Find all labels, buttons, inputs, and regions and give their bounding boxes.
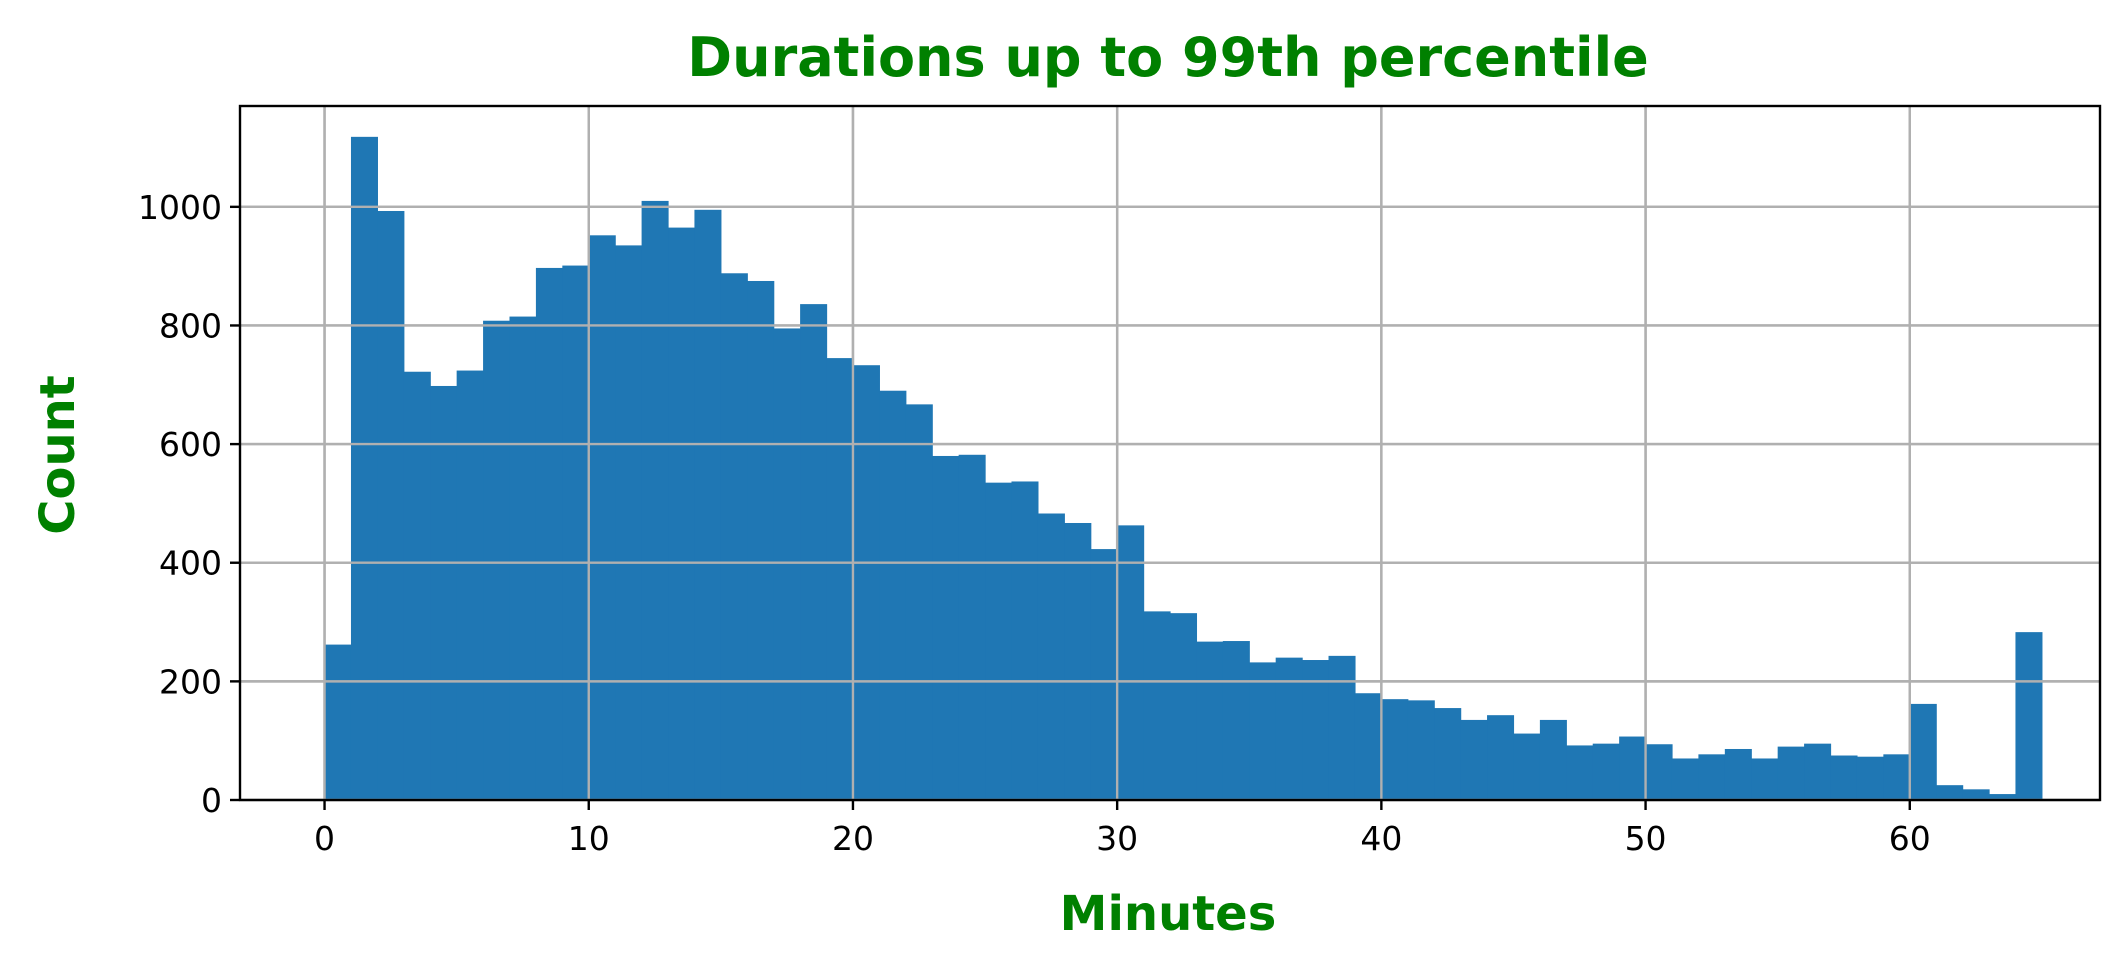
histogram-bar [1619, 736, 1647, 800]
histogram-bar [1249, 662, 1277, 800]
x-tick-label: 20 [832, 819, 874, 858]
histogram-bar [852, 365, 880, 800]
histogram-bar [1566, 745, 1594, 800]
histogram-bar [615, 245, 643, 800]
histogram-bar [773, 328, 801, 800]
histogram-bar [720, 273, 748, 800]
histogram-bar [1196, 641, 1224, 800]
histogram-bar [1011, 481, 1039, 800]
histogram-bar [1936, 785, 1964, 800]
x-tick-label: 0 [314, 819, 335, 858]
histogram-bar [905, 404, 933, 800]
histogram-bar [1381, 699, 1409, 800]
axes-frame [238, 104, 2102, 802]
histogram-bar [1117, 525, 1145, 800]
y-tick-label: 600 [159, 425, 222, 464]
histogram-bar [747, 280, 775, 800]
histogram-bar [879, 390, 907, 800]
x-tick-label: 40 [1360, 819, 1402, 858]
histogram-bar [1962, 789, 1990, 800]
y-tick-label: 200 [159, 662, 222, 701]
histogram-bar [1909, 703, 1937, 800]
histogram-bar [1222, 641, 1250, 800]
histogram-bar [1143, 611, 1171, 800]
histogram-bar [641, 200, 669, 800]
histogram-bar [1539, 719, 1567, 800]
histogram-bar [1698, 754, 1726, 800]
histogram-bar [1407, 700, 1435, 800]
histogram-bar [377, 210, 405, 800]
grid-overlay [240, 106, 2100, 802]
histogram-bar [1037, 513, 1065, 800]
y-tick-label: 800 [159, 306, 222, 345]
histogram-bar [958, 454, 986, 800]
histogram-bar [456, 370, 484, 800]
histogram-bar [1989, 794, 2017, 800]
chart-title: Durations up to 99th percentile [687, 26, 1648, 89]
histogram-bar [985, 482, 1013, 800]
histogram-bar [1671, 758, 1700, 800]
histogram-bar [694, 209, 722, 801]
histogram-bar [588, 235, 616, 801]
y-tick-label: 0 [201, 781, 222, 820]
plot-frame [238, 104, 2102, 802]
x-tick-label: 50 [1625, 819, 1667, 858]
histogram-bar [1830, 755, 1858, 800]
y-tick-label: 1000 [138, 188, 222, 227]
histogram-bar [403, 371, 431, 800]
histogram-bar [1645, 744, 1673, 800]
histogram-bar [1090, 549, 1118, 800]
histogram-bar [800, 304, 828, 800]
histogram-bar [1804, 743, 1832, 800]
x-axis-label: Minutes [1060, 886, 1277, 942]
histogram-bar [1302, 660, 1330, 800]
histogram-bar [1777, 746, 1805, 800]
histogram-bar [1513, 733, 1541, 800]
histogram-bar [1275, 657, 1303, 800]
x-tick-label: 60 [1889, 819, 1931, 858]
histogram-bar [562, 265, 590, 800]
x-tick-label: 10 [568, 819, 610, 858]
x-tick-label: 30 [1096, 819, 1138, 858]
histogram-bar [324, 644, 352, 800]
y-tick-label: 400 [159, 544, 222, 583]
y-axis-label: Count [30, 375, 86, 535]
histogram-bar [826, 358, 854, 800]
histogram-bar [932, 455, 960, 800]
histogram-bar [1328, 655, 1356, 800]
histogram-bar [535, 267, 563, 800]
histogram-bar [430, 385, 458, 800]
histogram-bar [509, 316, 537, 800]
histogram-bar [1460, 719, 1488, 800]
histogram-bar [668, 227, 696, 801]
histogram-bar [1724, 748, 1752, 800]
histogram-bar [1883, 754, 1911, 800]
histogram-bar [1487, 715, 1515, 800]
histogram-bar [483, 320, 511, 800]
histogram-bar [1434, 708, 1462, 800]
histogram-bar [1751, 758, 1779, 800]
histogram-bar [1064, 522, 1092, 800]
bars-layer [324, 136, 2043, 801]
histogram-bar [1592, 743, 1620, 800]
histogram-bar [1170, 613, 1198, 800]
histogram-bar [2015, 632, 2043, 800]
histogram-bar [1856, 756, 1884, 800]
histogram-bar [1354, 693, 1382, 800]
histogram-bar [350, 136, 378, 800]
